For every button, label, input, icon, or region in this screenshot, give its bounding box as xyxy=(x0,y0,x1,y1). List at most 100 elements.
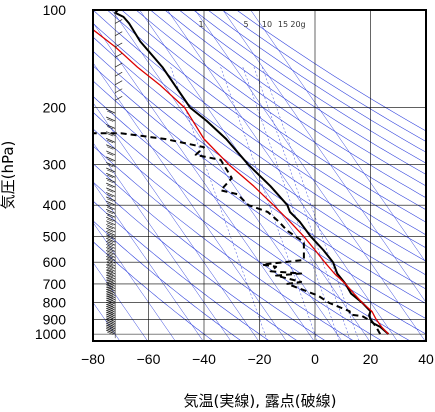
wind-barb xyxy=(106,131,116,136)
wind-barb-feather xyxy=(107,174,114,178)
wind-barb xyxy=(106,281,116,287)
wind-barb xyxy=(106,315,116,321)
wind-barb-feather xyxy=(107,269,114,273)
wind-barb-feather xyxy=(107,281,114,285)
wind-barb xyxy=(106,291,116,296)
wind-barb-feather xyxy=(107,315,114,319)
wind-barb xyxy=(106,307,116,313)
wind-barb xyxy=(106,255,116,261)
wind-barb-feather xyxy=(107,293,114,297)
dry-adiabat-line xyxy=(135,10,426,211)
wind-barb-feather xyxy=(107,331,114,335)
wind-barb-feather xyxy=(107,252,114,256)
y-tick-label: 100 xyxy=(43,2,67,18)
wind-barb-feather xyxy=(107,279,114,283)
wind-barb-feather xyxy=(107,309,114,314)
wind-barb-feather xyxy=(107,284,114,288)
wind-barb-feather xyxy=(107,276,114,280)
wind-barb xyxy=(106,250,116,255)
wind-barb-feather xyxy=(107,258,114,262)
wind-barb-feather xyxy=(107,295,114,299)
wind-barb xyxy=(115,71,123,77)
wind-barb xyxy=(106,137,116,143)
x-tick-label: −40 xyxy=(192,351,216,367)
wind-barb-feather xyxy=(107,297,114,301)
wind-barb xyxy=(106,108,116,114)
wind-barb xyxy=(106,309,116,315)
wind-barb-feather xyxy=(107,236,114,240)
wind-barb-feather xyxy=(107,263,114,267)
x-tick-label: −80 xyxy=(81,351,105,367)
mixing-ratio-line xyxy=(262,66,360,341)
y-axis-title: 気圧(hPa) xyxy=(0,141,17,210)
wind-barb-feather xyxy=(107,207,114,211)
wind-barb xyxy=(106,237,116,243)
y-tick-label: 500 xyxy=(43,229,67,245)
y-tick-label: 200 xyxy=(43,100,67,116)
wind-barb-feather xyxy=(107,169,114,173)
wind-barb xyxy=(106,253,116,258)
wind-barb xyxy=(106,266,116,272)
wind-barb-feather xyxy=(107,299,114,303)
mixing-ratio-line xyxy=(170,66,268,341)
temperature-line xyxy=(114,10,390,335)
wind-barb xyxy=(106,303,116,309)
mixing-ratio-label: 5 xyxy=(243,20,248,29)
wind-barb xyxy=(106,156,116,162)
wind-barb xyxy=(106,274,116,280)
wind-barb-feather xyxy=(107,189,114,193)
wind-barb-feather xyxy=(107,239,114,243)
wind-barb-feather xyxy=(107,246,114,250)
wind-barb xyxy=(106,288,116,294)
wind-barb xyxy=(106,311,116,317)
wind-barb-feather xyxy=(107,321,114,325)
x-tick-label: 20 xyxy=(363,351,379,367)
wind-barb xyxy=(106,231,116,236)
wind-barb xyxy=(106,244,116,249)
y-tick-label: 1000 xyxy=(35,326,66,342)
wind-barb-feather xyxy=(107,164,114,168)
wind-barb-feather xyxy=(107,158,114,162)
wind-barb xyxy=(106,224,116,229)
wind-barb-feather xyxy=(107,198,114,202)
x-tick-label: 40 xyxy=(418,351,434,367)
mixing-ratio-label: 20g xyxy=(290,20,305,29)
moist-adiabat-line xyxy=(167,10,398,341)
wind-barb xyxy=(106,279,116,285)
wind-barb xyxy=(106,261,116,267)
wind-barb-feather xyxy=(107,301,114,305)
wind-barb xyxy=(106,313,116,319)
wind-barb-feather xyxy=(107,229,114,233)
x-tick-labels: −80 −60 −40 −20 0 20 40 xyxy=(81,351,434,367)
mixing-ratio-line xyxy=(253,66,351,341)
wind-barb-feather xyxy=(107,226,114,230)
mixing-ratio-line xyxy=(220,66,318,341)
x-tick-label: −60 xyxy=(137,351,161,367)
wind-barb-feather xyxy=(107,255,114,259)
dry-adiabat-line xyxy=(93,22,426,262)
dry-adiabat-line xyxy=(121,10,426,223)
wind-barb xyxy=(106,297,116,303)
wind-barb xyxy=(115,31,123,36)
wind-barb-feather xyxy=(107,118,114,122)
wind-barb-feather xyxy=(107,307,114,312)
wind-barb xyxy=(106,272,116,277)
dry-adiabat-line xyxy=(193,10,426,164)
wind-barb xyxy=(106,124,116,129)
wind-barb-feather xyxy=(107,146,114,150)
wind-barb-feather xyxy=(107,126,114,130)
wind-barb-feather xyxy=(107,328,114,332)
y-tick-label: 900 xyxy=(43,311,67,327)
wind-barb xyxy=(106,212,116,218)
moist-adiabat-line xyxy=(93,102,259,341)
wind-barb-feather xyxy=(107,215,114,219)
wind-barb xyxy=(106,196,116,202)
wind-barb xyxy=(106,220,116,226)
wind-barb-feather xyxy=(107,274,114,278)
wind-barb xyxy=(115,42,123,48)
wind-barb-feather xyxy=(107,266,114,270)
moist-adiabat-line xyxy=(222,10,426,303)
wind-barb xyxy=(115,88,123,94)
wind-barb xyxy=(106,144,116,150)
